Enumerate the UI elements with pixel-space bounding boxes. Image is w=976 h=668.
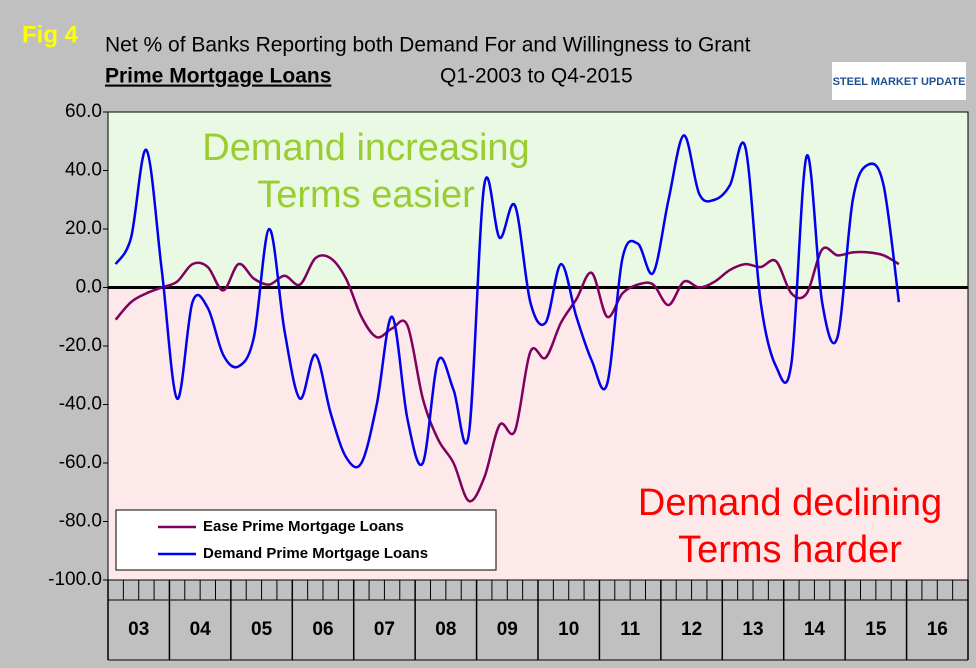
y-tick-label: 40.0 — [65, 160, 102, 181]
y-tick-label: 60.0 — [65, 101, 102, 122]
annotation: Terms harder — [678, 529, 902, 571]
x-tick-label: 05 — [251, 619, 273, 640]
line — [114, 246, 900, 503]
positive-zone — [108, 112, 968, 288]
y-tick-label: 20.0 — [65, 218, 102, 239]
chart-title: Net % of Banks Reporting both Demand For… — [105, 34, 751, 57]
chart-subtitle: Prime Mortgage Loans — [105, 65, 331, 88]
x-tick-label: 12 — [681, 619, 702, 640]
y-tick-label: -60.0 — [59, 452, 102, 473]
period: Q1-2003 to Q4-2015 — [440, 65, 633, 88]
figure-label: Fig 4 — [22, 21, 79, 48]
annotation: Demand declining — [638, 482, 942, 524]
annotation: Terms easier — [257, 174, 475, 216]
y-tick-label: 0.0 — [76, 277, 102, 298]
y-tick-label: -80.0 — [59, 511, 102, 532]
legend-label: Ease Prime Mortgage Loans — [203, 518, 404, 535]
x-tick-label: 13 — [742, 619, 763, 640]
x-tick-label: 09 — [497, 619, 518, 640]
x-tick-label: 08 — [435, 619, 456, 640]
x-tick-label: 06 — [312, 619, 333, 640]
x-tick-label: 16 — [927, 619, 948, 640]
x-tick-label: 04 — [190, 619, 212, 640]
x-tick-label: 10 — [558, 619, 579, 640]
legend-label: Demand Prime Mortgage Loans — [203, 545, 428, 562]
annotation: Demand increasing — [202, 127, 529, 169]
x-tick-label: 03 — [128, 619, 149, 640]
logo-box — [832, 62, 966, 100]
x-tick-label: 14 — [804, 619, 826, 640]
line — [114, 134, 901, 469]
x-tick-label: 07 — [374, 619, 395, 640]
y-tick-label: -40.0 — [59, 394, 102, 415]
x-tick-label: 15 — [865, 619, 887, 640]
legend-box — [115, 509, 497, 571]
y-tick-label: -100.0 — [48, 569, 102, 590]
x-tick-label: 11 — [620, 619, 641, 640]
logo: STEEL MARKET UPDATE — [833, 76, 966, 88]
y-tick-label: -20.0 — [59, 335, 102, 356]
